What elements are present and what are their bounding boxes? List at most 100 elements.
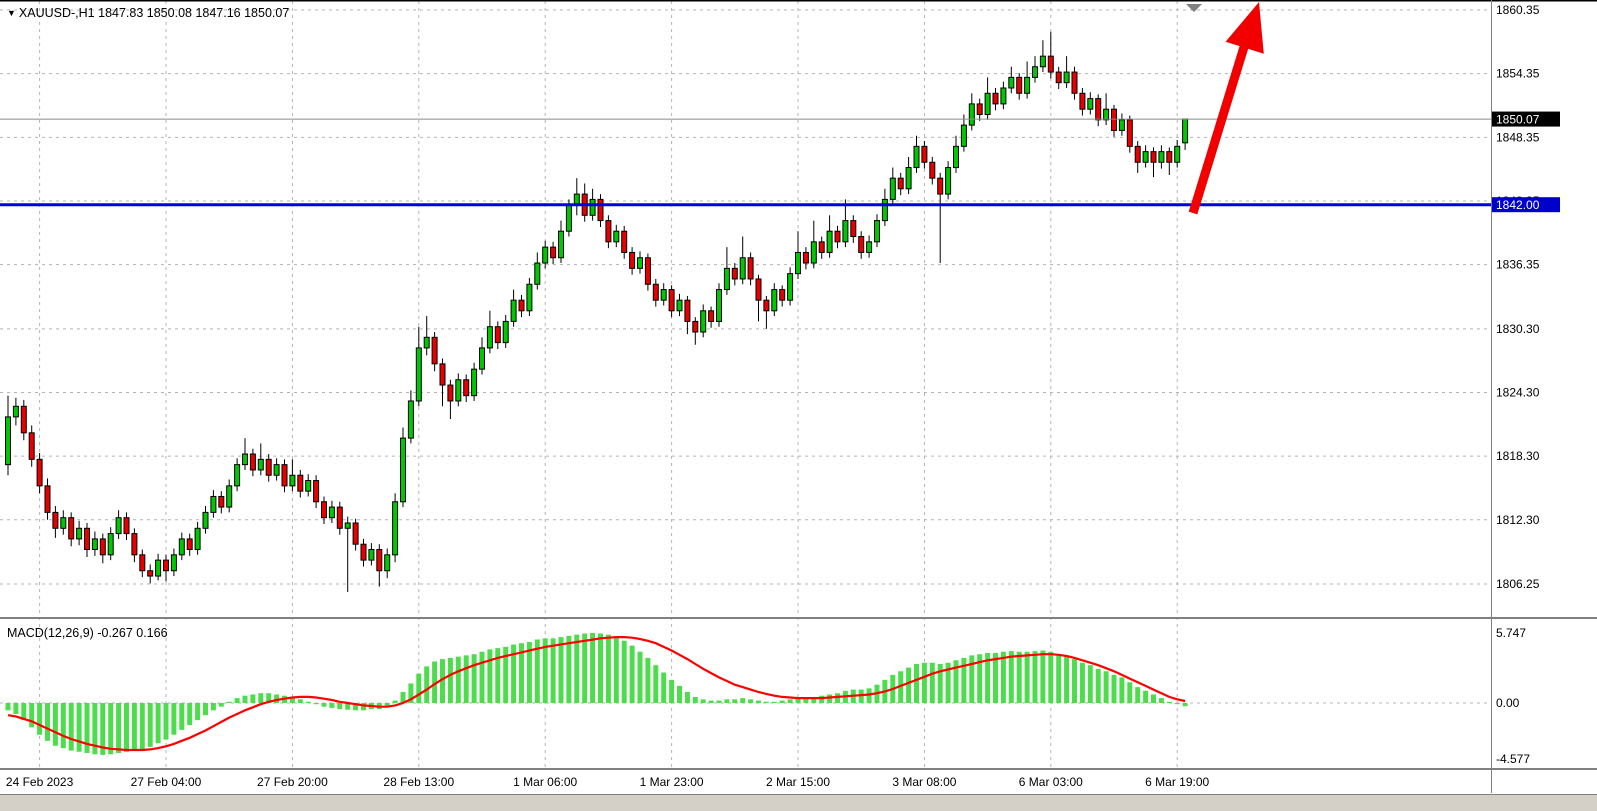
candle-bull	[486, 326, 493, 349]
candle-bull	[700, 310, 707, 333]
candle-bear	[265, 458, 272, 476]
candle-bear	[139, 554, 146, 572]
candle-bear	[621, 230, 628, 253]
time-tick-label: 6 Mar 19:00	[1145, 775, 1209, 789]
candle-bull	[534, 262, 541, 285]
candle-bear	[297, 474, 304, 492]
candle-bull	[866, 241, 873, 253]
candle-bull	[953, 145, 959, 169]
candle-bull	[5, 416, 11, 466]
candle-bull	[1032, 66, 1038, 78]
chart-symbol-ohlc: ▼ XAUUSD-,H1 1847.83 1850.08 1847.16 1850…	[7, 6, 289, 20]
price-tick-label: 1854.35	[1496, 67, 1540, 81]
candle-bull	[1024, 76, 1031, 94]
current-price-badge: 1850.07	[1492, 111, 1560, 127]
candle-bear	[431, 336, 438, 365]
candle-bull	[1000, 87, 1007, 105]
macd-indicator-label: MACD(12,26,9) -0.267 0.166	[7, 626, 168, 640]
candle-bull	[723, 267, 730, 291]
trend-arrow-shaft[interactable]	[1188, 45, 1249, 215]
candle-bear	[692, 320, 699, 333]
candle-bull	[502, 320, 509, 344]
candle-bear	[550, 246, 557, 259]
candle-bull	[1158, 151, 1165, 163]
macd-tick-label: -4.577	[1496, 752, 1530, 766]
symbol-dropdown-icon[interactable]: ▼	[7, 8, 16, 18]
candle-bull	[881, 198, 888, 222]
candle-bear	[1016, 76, 1023, 94]
candle-bull	[242, 453, 248, 466]
candle-bear	[68, 517, 75, 540]
candle-bear	[186, 538, 193, 551]
candle-bear	[20, 405, 27, 434]
candle-bull	[368, 549, 375, 561]
candles	[5, 31, 1189, 592]
candle-bear	[858, 236, 865, 253]
time-tick-label: 3 Mar 08:00	[892, 775, 956, 789]
support-badge-text: 1842.00	[1496, 198, 1540, 212]
candle-bull	[407, 400, 414, 439]
candle-bull	[76, 527, 83, 540]
price-tick-label: 1812.30	[1496, 513, 1540, 527]
candle-bull	[392, 501, 399, 556]
candle-bear	[52, 511, 59, 529]
candle-bull	[565, 204, 572, 232]
candle-bull	[637, 257, 643, 269]
candle-bull	[202, 511, 209, 529]
candle-bear	[463, 379, 470, 397]
trend-arrow[interactable]	[1188, 2, 1264, 215]
candle-bear	[1079, 92, 1086, 110]
candle-bear	[163, 559, 169, 572]
candle-bull	[1087, 98, 1094, 110]
candle-bear	[494, 326, 501, 344]
candle-bear	[352, 522, 359, 545]
candle-bull	[194, 527, 201, 551]
candle-bull	[889, 177, 896, 200]
candle-bull	[526, 283, 533, 312]
candle-bear	[99, 538, 106, 556]
candle-bear	[850, 220, 857, 238]
candle-bear	[834, 230, 841, 243]
candle-bull	[1174, 145, 1181, 163]
macd-tick-label: 5.747	[1496, 626, 1526, 640]
candle-bear	[1111, 108, 1117, 131]
ohlc-values: 1847.83 1850.08 1847.16 1850.07	[98, 6, 290, 20]
candle-bull	[913, 145, 920, 169]
time-tick-label: 1 Mar 06:00	[513, 775, 577, 789]
macd-histogram	[5, 632, 1188, 755]
candle-bear	[668, 289, 675, 312]
candle-bear	[937, 177, 944, 195]
symbol-label: XAUUSD-,H1	[18, 6, 95, 20]
chart-canvas[interactable]: 1860.351854.351848.351842.351836.351830.…	[0, 0, 1597, 794]
time-tick-label: 28 Feb 13:00	[383, 775, 454, 789]
candle-bear	[897, 177, 904, 190]
trend-arrow-head[interactable]	[1225, 2, 1264, 54]
candle-bull	[905, 167, 912, 190]
price-tick-label: 1848.35	[1496, 130, 1540, 144]
candle-bear	[447, 384, 454, 402]
candle-bull	[771, 289, 778, 312]
candle-bear	[644, 257, 651, 285]
candle-bull	[573, 193, 580, 206]
time-tick-label: 27 Feb 04:00	[131, 775, 202, 789]
candle-bull	[510, 299, 517, 322]
window-bottom-edge	[0, 794, 1597, 811]
candle-bear	[731, 267, 738, 280]
candle-bear	[708, 310, 715, 322]
price-tick-label: 1806.25	[1496, 577, 1540, 591]
candle-bear	[597, 198, 604, 222]
time-axis[interactable]: 24 Feb 2023 27 Feb 04:00 27 Feb 20:00 28 Fe…	[6, 775, 1210, 789]
candle-bear	[1150, 151, 1157, 163]
current-price-badge-text: 1850.07	[1496, 113, 1540, 127]
time-tick-label: 24 Feb 2023	[6, 775, 74, 789]
price-tick-label: 1818.30	[1496, 449, 1540, 463]
candle-bull	[968, 103, 975, 126]
candle-bear	[976, 103, 983, 116]
candle-bear	[218, 495, 225, 508]
candle-bull	[415, 347, 422, 402]
macd-values: -0.267 0.166	[97, 626, 168, 640]
candle-bear	[321, 501, 327, 519]
candle-bull	[984, 92, 991, 116]
candle-bull	[1063, 71, 1070, 84]
